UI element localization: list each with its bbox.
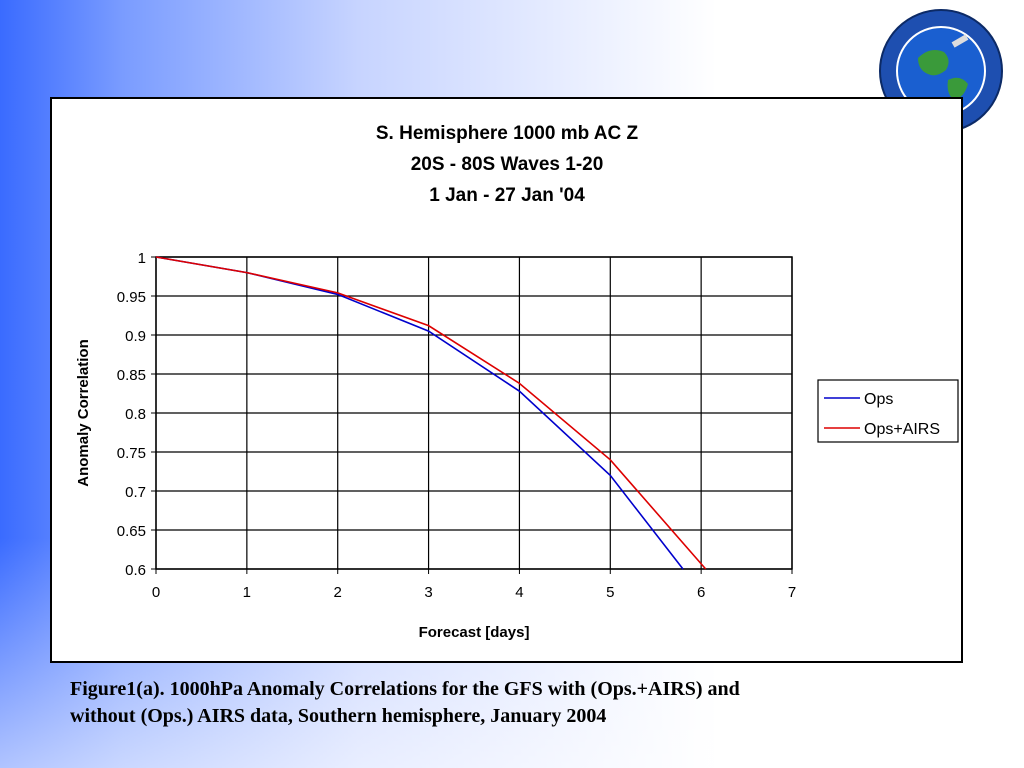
x-tick-label-4: 4 — [515, 584, 523, 601]
chart-title-line-1: S. Hemisphere 1000 mb AC Z — [376, 123, 639, 144]
chart-svg: S. Hemisphere 1000 mb AC Z 20S - 80S Wave… — [75, 123, 959, 641]
y-tick-label-3: 0.75 — [117, 445, 146, 462]
y-axis-label: Anomaly Correlation — [75, 339, 92, 487]
y-tick-label-8: 1 — [138, 250, 146, 267]
caption-line-2: without (Ops.) AIRS data, Southern hemis… — [70, 705, 607, 727]
chart-title-line-2: 20S - 80S Waves 1-20 — [411, 154, 604, 175]
series-line-ops-airs — [155, 256, 707, 570]
y-tick-label-4: 0.8 — [125, 406, 146, 423]
legend-label-ops: Ops — [864, 391, 893, 408]
chart-title-line-3: 1 Jan - 27 Jan '04 — [429, 185, 585, 206]
y-tick-label-7: 0.95 — [117, 289, 146, 306]
x-tick-label-0: 0 — [152, 584, 160, 601]
y-tick-label-5: 0.85 — [117, 367, 146, 384]
x-tick-label-6: 6 — [697, 584, 705, 601]
y-tick-label-1: 0.65 — [117, 523, 146, 540]
legend-label-ops-airs: Ops+AIRS — [864, 421, 940, 438]
x-tick-label-7: 7 — [788, 584, 796, 601]
y-tick-label-6: 0.9 — [125, 328, 146, 345]
y-tick-label-2: 0.7 — [125, 484, 146, 501]
x-tick-label-1: 1 — [243, 584, 251, 601]
figure-caption: Figure1(a). 1000hPa Anomaly Correlations… — [70, 676, 970, 730]
chart-container: S. Hemisphere 1000 mb AC Z 20S - 80S Wave… — [50, 97, 963, 663]
x-tick-label-2: 2 — [334, 584, 342, 601]
x-tick-label-3: 3 — [424, 584, 432, 601]
caption-line-1: Figure1(a). 1000hPa Anomaly Correlations… — [70, 678, 740, 700]
y-tick-label-0: 0.6 — [125, 562, 146, 579]
x-axis-label: Forecast [days] — [419, 624, 530, 641]
x-tick-label-5: 5 — [606, 584, 614, 601]
legend-box — [817, 379, 959, 443]
